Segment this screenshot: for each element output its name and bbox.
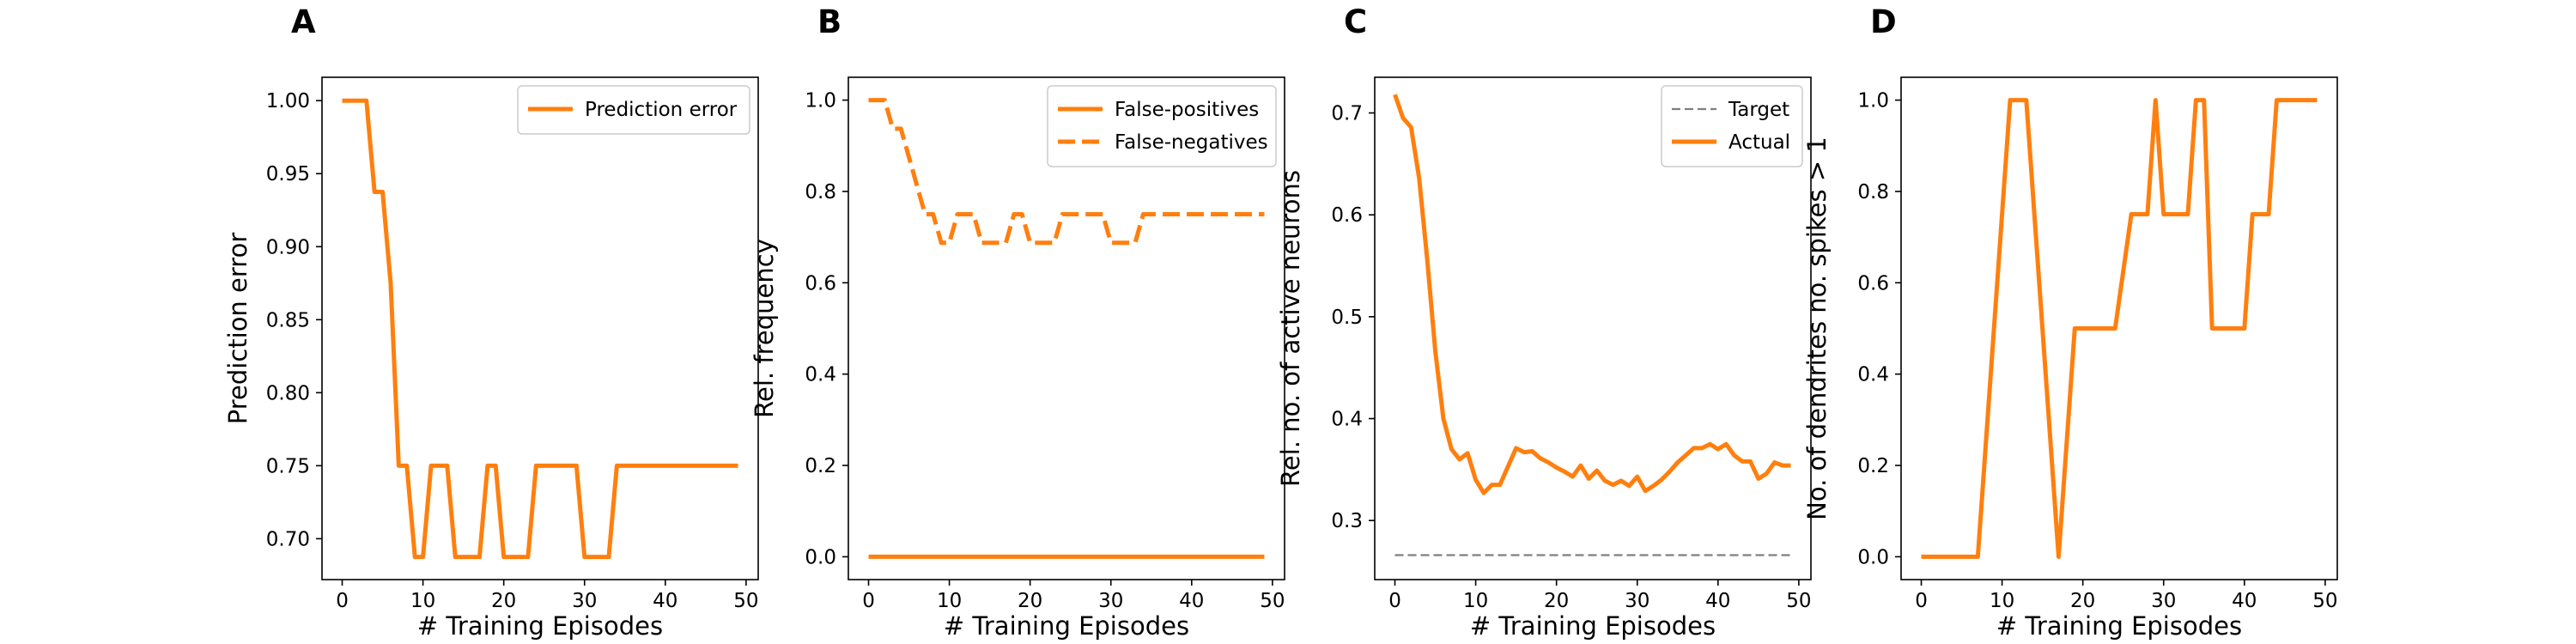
legend-b: False-positives False-negatives — [1047, 85, 1277, 167]
y-tick-label-b: 0.2 — [805, 455, 836, 477]
panel-a: A 0 10 20 30 40 50 0.70 0.75 0.80 0.85 0.90 0.95 1.00… — [223, 3, 759, 641]
series-line-b-false-negatives — [868, 98, 1265, 246]
legend-box-c — [1661, 85, 1803, 167]
legend-label-a: Prediction error — [585, 99, 738, 121]
x-tick-label-d: 0 — [1915, 590, 1928, 612]
y-tick-label-d: 0.4 — [1857, 364, 1889, 386]
x-axis-label-c: # Training Episodes — [1470, 611, 1716, 641]
y-tick-label-c: 0.7 — [1331, 103, 1363, 125]
x-tick-label-a: 0 — [336, 590, 349, 612]
axes-frame-a — [321, 76, 759, 580]
y-tick-label-c: 0.5 — [1331, 307, 1363, 329]
axes-frame-d — [1900, 76, 2338, 580]
x-tick-label-a: 10 — [410, 590, 435, 612]
panel-letter-b: B — [817, 3, 841, 40]
panel-letter-a: A — [291, 3, 316, 40]
x-axis-label-d: # Training Episodes — [1996, 611, 2242, 641]
axes-frame-b — [848, 76, 1285, 580]
x-tick-label-b: 30 — [1098, 590, 1123, 612]
x-tick-label-c: 20 — [1544, 590, 1569, 612]
x-axis-label-a: # Training Episodes — [417, 611, 663, 641]
series-line-d-series — [1921, 98, 2318, 559]
y-tick-label-d: 0.6 — [1857, 272, 1889, 295]
x-axis-label-b: # Training Episodes — [944, 611, 1189, 641]
y-tick-label-d: 0.2 — [1857, 455, 1889, 477]
x-tick-label-c: 30 — [1625, 590, 1649, 612]
y-tick-label-c: 0.4 — [1331, 409, 1363, 431]
y-tick-label-a: 0.75 — [266, 455, 310, 477]
x-tick-label-b: 40 — [1179, 590, 1204, 612]
y-tick-label-d: 1.0 — [1857, 90, 1889, 112]
x-tick-label-b: 20 — [1018, 590, 1042, 612]
y-tick-label-b: 0.4 — [805, 364, 836, 386]
panel-c: C 0 10 20 30 40 50 0.3 0.4 0.5 0.6 0.7 # Training Ep… — [1276, 3, 1812, 641]
x-tick-label-c: 0 — [1388, 590, 1401, 612]
y-tick-label-b: 0.8 — [805, 181, 836, 204]
legend-label-b: False-positives — [1115, 99, 1259, 121]
legend-label-c: Actual — [1728, 131, 1790, 154]
y-tick-label-c: 0.6 — [1331, 204, 1363, 227]
legend-box-b — [1047, 85, 1277, 167]
y-tick-label-a: 0.85 — [266, 309, 310, 331]
panel-d: D 0 10 20 30 40 50 0.0 0.2 0.4 0.6 0.8 1.0 # Training… — [1802, 3, 2338, 641]
x-tick-label-a: 40 — [653, 590, 677, 612]
x-tick-label-a: 30 — [572, 590, 597, 612]
y-axis-label-a: Prediction error — [223, 233, 252, 425]
y-tick-label-d: 0.8 — [1857, 181, 1889, 204]
y-tick-label-a: 0.90 — [266, 236, 310, 258]
panel-letter-d: D — [1870, 3, 1897, 40]
legend-c: Target Actual — [1661, 85, 1803, 167]
y-tick-label-c: 0.3 — [1331, 510, 1363, 532]
y-tick-label-b: 0.6 — [805, 272, 836, 295]
y-tick-label-b: 0.0 — [805, 546, 836, 568]
x-tick-label-b: 0 — [862, 590, 875, 612]
y-axis-label-c: Rel. no. of active neurons — [1276, 170, 1305, 487]
x-tick-label-d: 20 — [2070, 590, 2095, 612]
y-tick-label-a: 1.00 — [266, 90, 310, 112]
x-tick-label-a: 20 — [491, 590, 516, 612]
series-line-a-prediction-error — [342, 98, 738, 560]
legend-box-a — [517, 85, 750, 135]
x-tick-label-b: 10 — [937, 590, 962, 612]
legend-label-b: False-negatives — [1115, 131, 1268, 154]
x-tick-label-d: 10 — [1990, 590, 2014, 612]
series-line-c-actual — [1393, 94, 1791, 495]
x-tick-label-c: 50 — [1786, 590, 1811, 612]
x-tick-label-b: 50 — [1260, 590, 1285, 612]
x-tick-label-d: 30 — [2151, 590, 2176, 612]
panel-letter-c: C — [1344, 3, 1367, 40]
legend-a: Prediction error — [517, 85, 750, 135]
x-tick-label-d: 50 — [2312, 590, 2337, 612]
x-tick-label-a: 50 — [733, 590, 758, 612]
panel-b: B 0 10 20 30 40 50 0.0 0.2 0.4 0.6 0.8 1.0 # Training… — [750, 3, 1285, 641]
y-tick-label-b: 1.0 — [805, 90, 836, 112]
y-tick-label-d: 0.0 — [1857, 546, 1889, 568]
y-axis-label-b: Rel. frequency — [750, 239, 779, 418]
axes-frame-c — [1374, 76, 1812, 580]
y-tick-label-a: 0.80 — [266, 382, 310, 404]
y-tick-label-a: 0.95 — [266, 163, 310, 185]
x-tick-label-d: 40 — [2232, 590, 2257, 612]
x-tick-label-c: 40 — [1705, 590, 1730, 612]
y-axis-label-d: No. of dendrites no. spikes > 1 — [1802, 137, 1832, 520]
legend-label-c: Target — [1728, 99, 1789, 121]
x-tick-label-c: 10 — [1463, 590, 1488, 612]
y-tick-label-a: 0.70 — [266, 528, 310, 550]
